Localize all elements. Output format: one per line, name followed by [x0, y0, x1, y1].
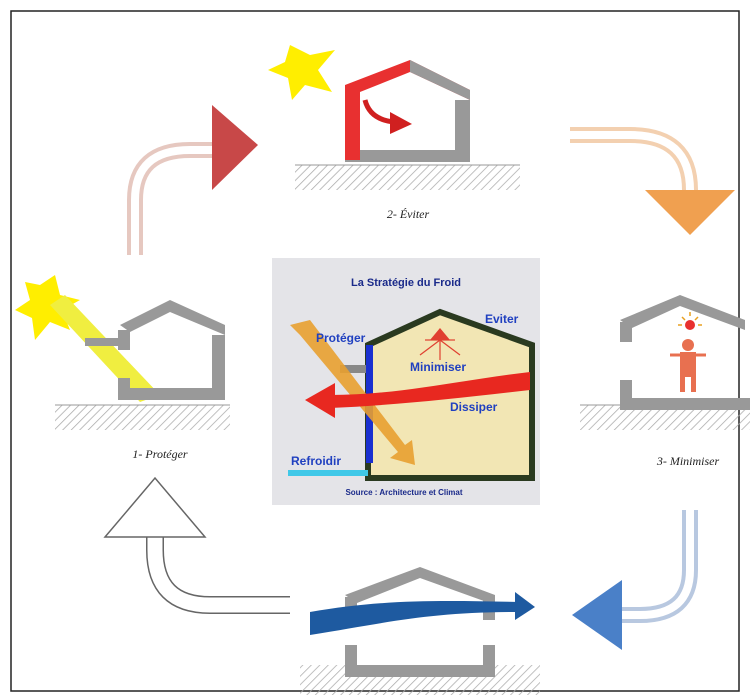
arrow-4-to-1 — [103, 476, 290, 614]
panel-title: La Stratégie du Froid — [351, 277, 461, 289]
house-eviter — [268, 45, 520, 190]
step-label: 3- Minimiser — [656, 454, 720, 468]
panel-label: Minimiser — [410, 360, 466, 374]
panel-label: Protéger — [316, 331, 366, 345]
step-label: 2- Éviter — [387, 207, 430, 221]
step-label: 1- Protéger — [132, 447, 188, 461]
house-proteger — [15, 275, 230, 430]
center-panel: La Stratégie du Froid Protéger Eviter Mi… — [272, 258, 540, 505]
panel-label: Eviter — [485, 312, 519, 326]
arrow-3-to-4 — [572, 510, 698, 650]
house-minimiser — [580, 295, 750, 430]
panel-source: Source : Architecture et Climat — [345, 488, 462, 497]
house-dissiper — [300, 567, 540, 695]
arrow-2-to-3 — [570, 127, 735, 235]
panel-label: Dissiper — [450, 400, 498, 414]
arrow-1-to-2 — [127, 105, 258, 255]
panel-label: Refroidir — [291, 454, 341, 468]
